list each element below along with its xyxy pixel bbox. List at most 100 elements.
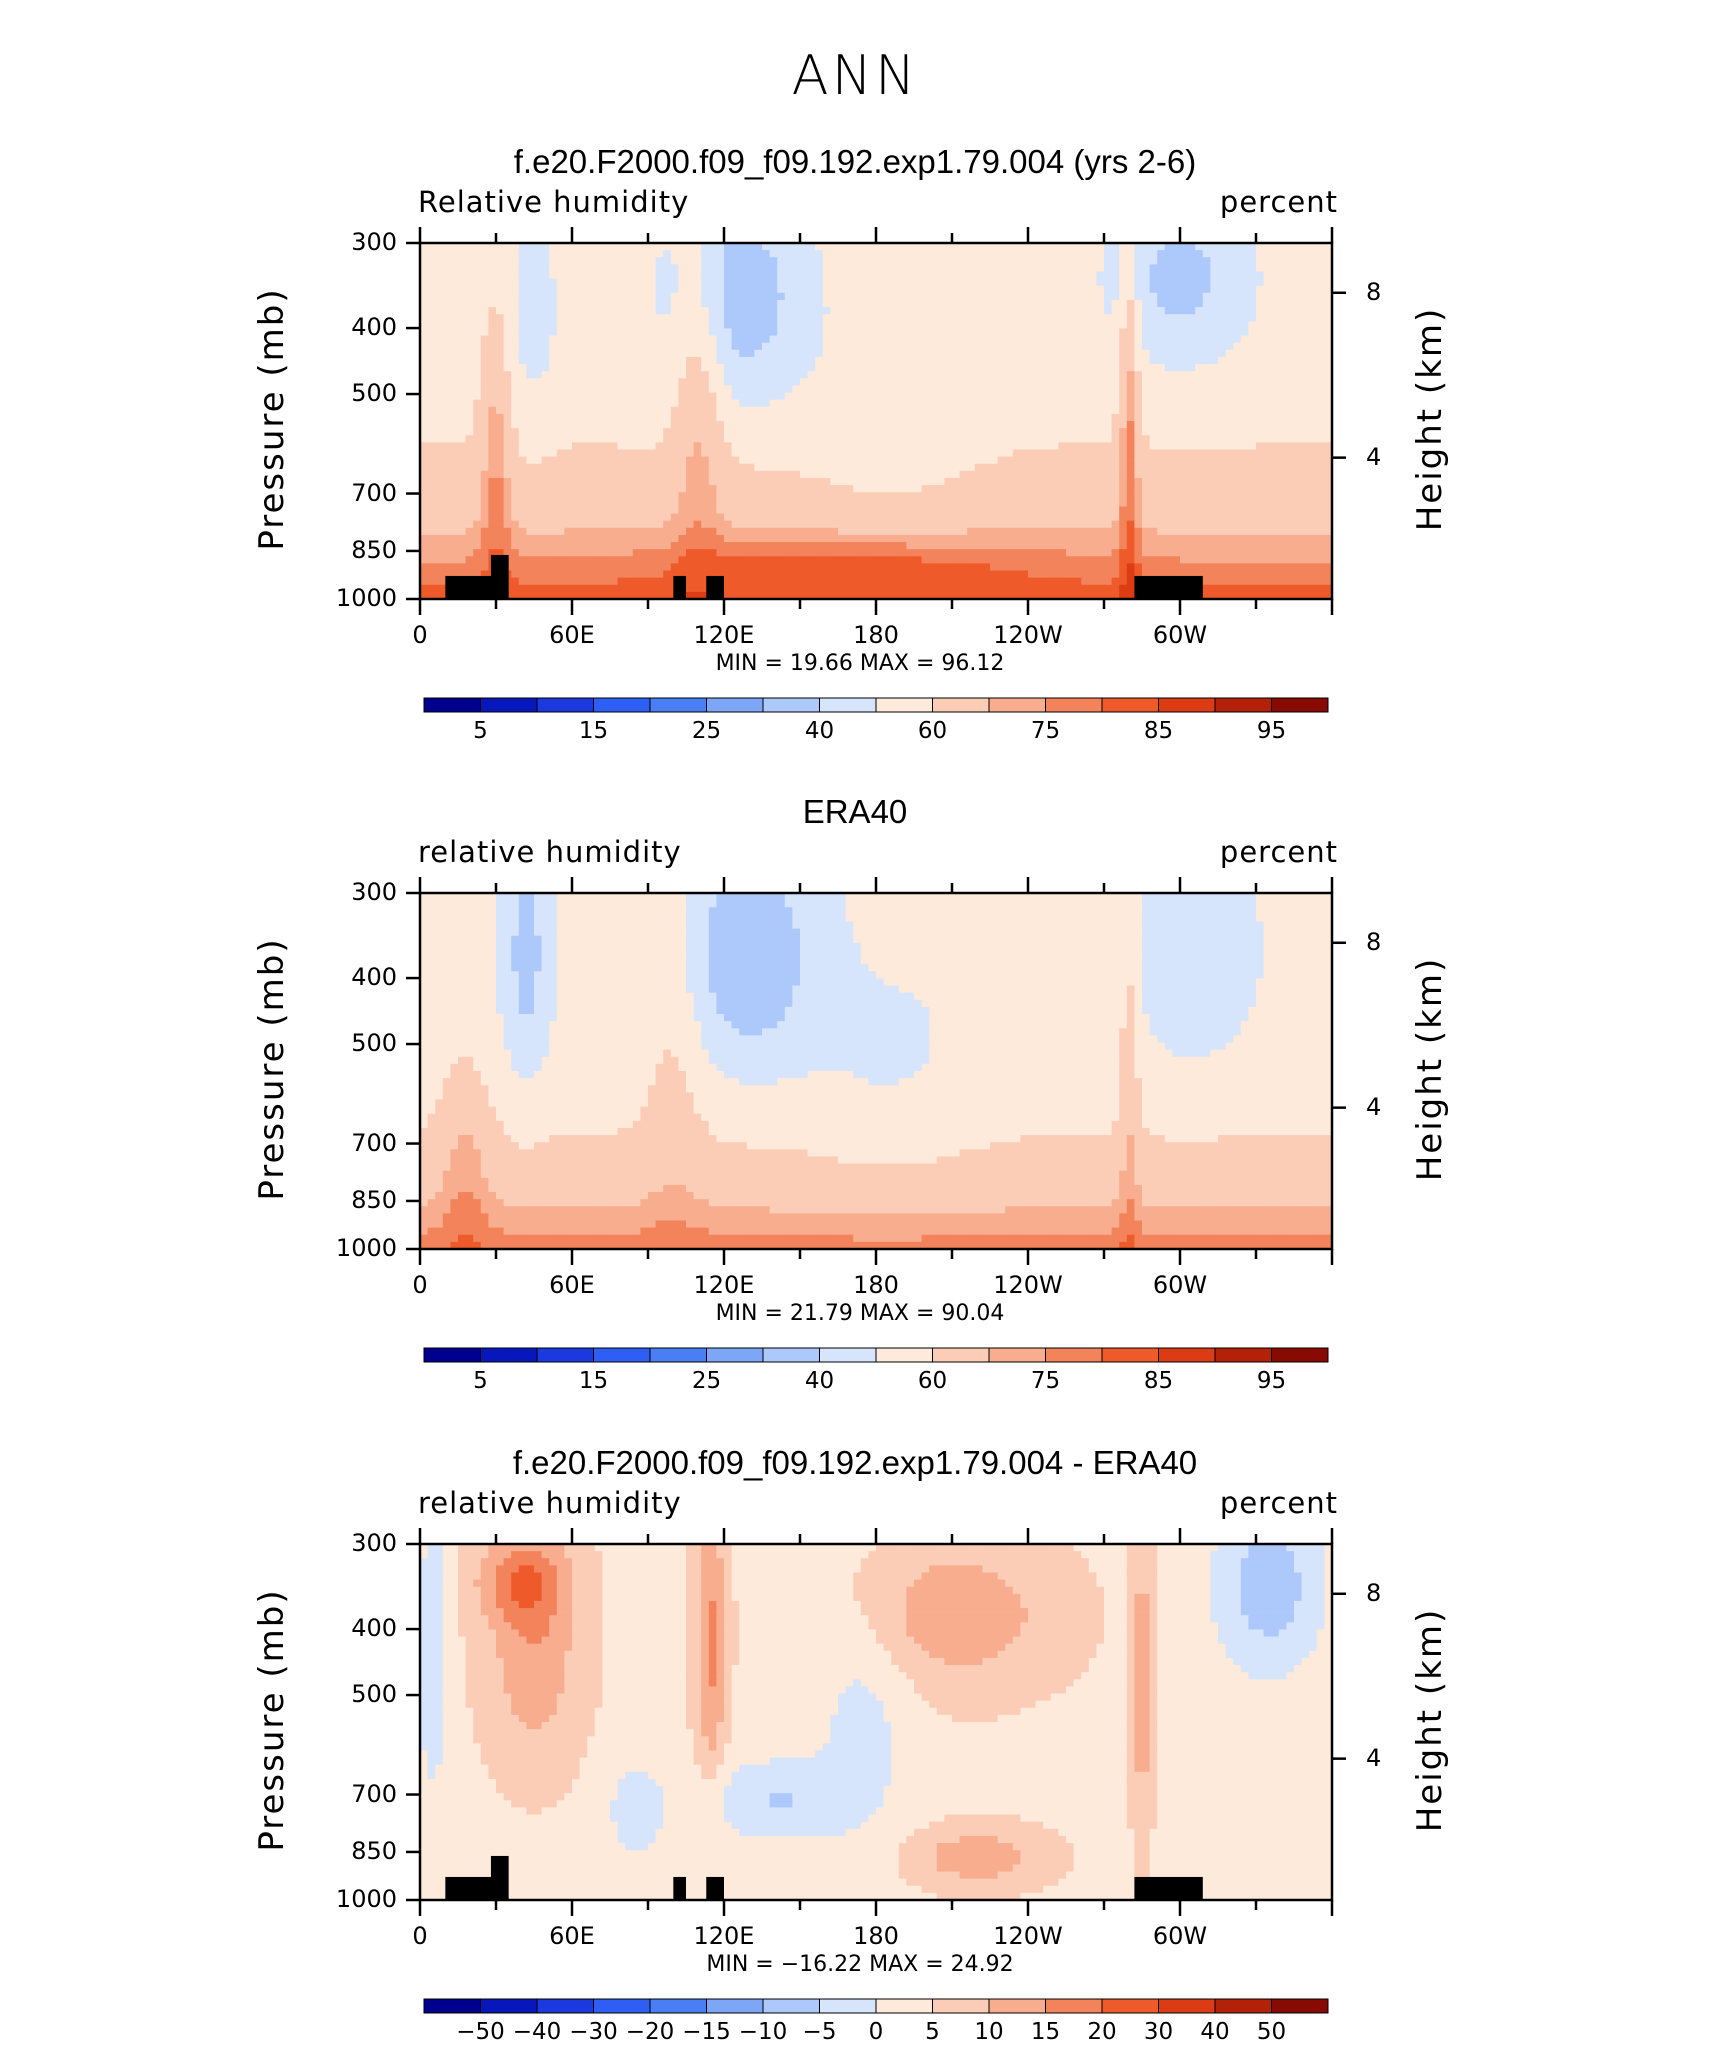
colorbar-box-1-13 [1159,1348,1216,1362]
ytick-label-0-0: 300 [302,228,397,256]
xtick-label-0-1: 60E [512,621,632,649]
land-mask-0-3 [706,576,724,599]
zlabel-2: Height (km) [1410,1510,1450,1930]
colorbar-box-0-14 [1215,698,1272,712]
colorbar-box-1-7 [820,1348,877,1362]
colorbar-box-0-11 [1046,698,1103,712]
ztick-label-2-1: 4 [1366,1744,1381,1772]
colorbar-box-2-5 [707,1999,764,2013]
panel-title-2: f.e20.F2000.f09_f09.192.exp1.79.004 - ER… [0,1444,1710,1482]
colorbar-label-1-3: 40 [780,1368,860,1394]
left-string-1: relative humidity [418,835,682,869]
colorbar-box-2-15 [1272,1999,1329,2013]
left-string-0: Relative humidity [418,185,689,219]
xtick-label-0-5: 60W [1120,621,1240,649]
colorbar-box-2-14 [1215,1999,1272,2013]
xtick-label-1-5: 60W [1120,1271,1240,1299]
zlabel-1: Height (km) [1410,859,1450,1279]
xtick-label-1-1: 60E [512,1271,632,1299]
colorbar-box-1-9 [933,1348,990,1362]
colorbar-label-0-6: 85 [1119,718,1199,744]
ytick-label-1-1: 400 [302,963,397,991]
contour-field-1 [420,893,1333,1250]
colorbar-box-1-15 [1272,1348,1329,1362]
colorbar-box-1-4 [650,1348,707,1362]
colorbar-box-2-0 [424,1999,481,2013]
colorbar-box-1-10 [989,1348,1046,1362]
ztick-label-0-0: 8 [1366,278,1381,306]
colorbar-label-1-0: 5 [441,1368,521,1394]
colorbar-box-1-2 [537,1348,594,1362]
colorbar-box-2-9 [933,1999,990,2013]
colorbar-label-0-0: 5 [441,718,521,744]
ytick-label-1-5: 1000 [302,1234,397,1262]
right-string-0: percent [1220,185,1338,219]
ytick-label-1-4: 850 [302,1186,397,1214]
colorbar-box-1-3 [594,1348,651,1362]
ztick-label-1-0: 8 [1366,928,1381,956]
ytick-label-2-3: 700 [302,1780,397,1808]
colorbar-box-1-14 [1215,1348,1272,1362]
colorbar-box-2-8 [876,1999,933,2013]
ytick-label-2-2: 500 [302,1680,397,1708]
xtick-label-0-4: 120W [968,621,1088,649]
colorbar-box-0-8 [876,698,933,712]
xtick-label-0-3: 180 [816,621,936,649]
colorbar-box-2-1 [481,1999,538,2013]
xtick-label-0-2: 120E [664,621,784,649]
colorbar-label-2-14: 50 [1232,2019,1312,2045]
minmax-0: MIN = 19.66 MAX = 96.12 [660,651,1060,676]
colorbar-box-2-6 [763,1999,820,2013]
minmax-2: MIN = −16.22 MAX = 24.92 [660,1952,1060,1977]
colorbar-label-1-2: 25 [667,1368,747,1394]
land-mask-2-4 [1134,1877,1202,1900]
colorbar-box-2-12 [1102,1999,1159,2013]
ylabel-1: Pressure (mb) [252,859,292,1279]
colorbar-box-2-4 [650,1999,707,2013]
colorbar-box-1-12 [1102,1348,1159,1362]
xtick-label-2-2: 120E [664,1922,784,1950]
zlabel-0: Height (km) [1410,209,1450,629]
panel-title-1: ERA40 [0,793,1710,831]
land-mask-2-2 [673,1877,686,1900]
colorbar-box-2-13 [1159,1999,1216,2013]
contour-field-0 [420,243,1333,600]
xtick-label-2-4: 120W [968,1922,1088,1950]
colorbar-box-0-6 [763,698,820,712]
ztick-label-0-1: 4 [1366,443,1381,471]
contour-field-2 [420,1544,1333,1901]
right-string-2: percent [1220,1486,1338,1520]
colorbar-box-0-1 [481,698,538,712]
colorbar-box-2-10 [989,1999,1046,2013]
colorbar-box-1-1 [481,1348,538,1362]
ytick-label-0-4: 850 [302,536,397,564]
xtick-label-1-0: 0 [360,1271,480,1299]
colorbar-box-1-11 [1046,1348,1103,1362]
colorbar-box-2-11 [1046,1999,1103,2013]
ylabel-2: Pressure (mb) [252,1510,292,1930]
ytick-label-1-0: 300 [302,878,397,906]
ytick-label-0-1: 400 [302,313,397,341]
colorbar-box-0-7 [820,698,877,712]
colorbar-box-0-13 [1159,698,1216,712]
colorbar-label-0-5: 75 [1006,718,1086,744]
colorbar-box-0-4 [650,698,707,712]
colorbar-box-1-8 [876,1348,933,1362]
colorbar-label-0-4: 60 [893,718,973,744]
xtick-label-2-5: 60W [1120,1922,1240,1950]
colorbar-box-2-3 [594,1999,651,2013]
land-mask-0-2 [673,576,686,599]
xtick-label-2-3: 180 [816,1922,936,1950]
colorbar-box-1-5 [707,1348,764,1362]
colorbar-box-0-2 [537,698,594,712]
ytick-label-0-2: 500 [302,379,397,407]
ytick-label-1-2: 500 [302,1029,397,1057]
land-mask-0-4 [1134,576,1202,599]
colorbar-label-1-6: 85 [1119,1368,1199,1394]
xtick-label-1-4: 120W [968,1271,1088,1299]
colorbar-label-0-3: 40 [780,718,860,744]
colorbar-box-1-6 [763,1348,820,1362]
ytick-label-2-1: 400 [302,1614,397,1642]
colorbar-label-1-4: 60 [893,1368,973,1394]
colorbar-label-1-1: 15 [554,1368,634,1394]
